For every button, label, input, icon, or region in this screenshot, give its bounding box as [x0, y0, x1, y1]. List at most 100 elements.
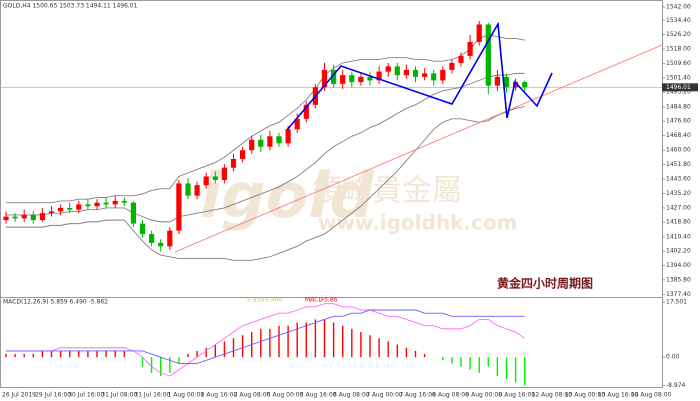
- y-tick-label: 17.501: [666, 299, 687, 306]
- x-tick-label: 31 Jul 08:00: [101, 392, 137, 399]
- candle-body: [76, 204, 82, 210]
- candle-body: [221, 167, 227, 180]
- x-tick-label: 13 Aug 00:00: [565, 392, 606, 399]
- candle-body: [139, 223, 146, 235]
- candle-body: [285, 129, 291, 144]
- candle-body: [167, 230, 173, 247]
- x-tick-label: 7 Aug 16:00: [399, 392, 436, 399]
- y-tick-label: 1402.20: [666, 248, 691, 255]
- x-tick-label: 29 Jul 16:00: [35, 392, 71, 399]
- watermark-name: 領峰貴金屬: [312, 174, 462, 209]
- x-tick-label: 1 Aug 16:00: [201, 392, 238, 399]
- candle-body: [449, 62, 455, 70]
- watermark-brand: igold: [200, 159, 374, 232]
- y-tick-label: 1451.80: [666, 161, 691, 168]
- y-tick-label: 1518.00: [666, 45, 691, 52]
- candle-body: [349, 75, 355, 83]
- signal-line: [6, 309, 525, 364]
- x-tick-label: 6 Aug 08:00: [333, 392, 370, 399]
- x-tick-label: 30 Jul 16:00: [68, 392, 104, 399]
- candle-body: [67, 207, 73, 210]
- candle-body: [112, 200, 118, 205]
- y-tick-label: 1526.20: [666, 31, 691, 38]
- watermark-url: www.igoldhk.com: [318, 211, 517, 235]
- pattern-line: [286, 21, 553, 131]
- y-tick-label: 1443.60: [666, 175, 691, 182]
- y-tick-label: 1501.40: [666, 74, 691, 81]
- candle-body: [394, 66, 400, 76]
- y-tick-label: 1542.00: [666, 3, 691, 10]
- candle-body: [185, 183, 191, 196]
- y-tick-label: 1468.40: [666, 132, 691, 139]
- band-line: [6, 34, 525, 204]
- y-tick-label: 1427.00: [666, 204, 691, 211]
- macd-value-label: 5.859: [247, 297, 264, 304]
- candle-body: [103, 202, 109, 205]
- candle-body: [94, 202, 100, 207]
- y-tick-label: 1460.00: [666, 147, 691, 154]
- candle-body: [194, 185, 200, 196]
- candle-body: [176, 183, 182, 231]
- candle-body: [431, 73, 437, 81]
- annotation: 黄金四小时周期图: [497, 276, 593, 291]
- candle-body: [503, 76, 510, 88]
- candle-body: [121, 200, 127, 203]
- candle-body: [467, 41, 473, 56]
- candle-body: [422, 73, 428, 77]
- y-tick-label: 1394.00: [666, 262, 691, 269]
- last-price-label: 1496.01: [666, 84, 691, 91]
- candle-body: [130, 202, 136, 224]
- x-tick-label: 12 Aug 08:00: [532, 392, 573, 399]
- candle-body: [340, 75, 346, 84]
- candle-body: [267, 136, 273, 147]
- watermark: igold 領峰貴金屬 www.igoldhk.com: [200, 159, 517, 234]
- y-tick-label: 1385.80: [666, 276, 691, 283]
- candle-body: [276, 136, 282, 144]
- x-tick-label: 31 Jul 16:00: [134, 392, 170, 399]
- macd-title: MACD(12,26,9) 5.859 6.490 -5.862: [3, 299, 108, 306]
- x-tick-label: 14 Aug 08:00: [631, 392, 672, 399]
- candle-body: [412, 69, 419, 77]
- macd-value-label: -5.86: [322, 297, 338, 304]
- candle-body: [21, 214, 27, 219]
- candle-body: [3, 216, 9, 221]
- candle-body: [258, 139, 264, 147]
- x-tick-label: 5 Aug 00:00: [267, 392, 304, 399]
- candle-body: [458, 55, 464, 63]
- candle-body: [249, 139, 255, 151]
- candle-body: [240, 150, 246, 159]
- band-line: [6, 106, 525, 261]
- x-tick-label: 5 Aug 16:00: [300, 392, 337, 399]
- y-tick-label: 1410.40: [666, 233, 691, 240]
- x-tick-label: 13 Aug 16:00: [598, 392, 639, 399]
- x-tick-label: 9 Aug 00:00: [465, 392, 502, 399]
- candle-body: [303, 104, 309, 119]
- candle-body: [149, 234, 155, 243]
- y-tick-label: 1418.80: [666, 219, 691, 226]
- candle-body: [513, 82, 519, 88]
- x-tick-label: 9 Aug 16:00: [499, 392, 536, 399]
- x-tick-label: 8 Aug 08:00: [432, 392, 469, 399]
- candle-body: [85, 204, 91, 207]
- x-tick-label: 1 Aug 00:00: [168, 392, 205, 399]
- candle-body: [403, 69, 409, 76]
- candle-body: [494, 76, 500, 86]
- candle-body: [476, 24, 482, 42]
- x-tick-label: 7 Aug 00:00: [366, 392, 403, 399]
- band-line: [6, 72, 525, 223]
- y-tick-label: 1534.40: [666, 17, 691, 24]
- candle-body: [385, 66, 391, 72]
- y-tick-label: 1435.20: [666, 190, 691, 197]
- candle-body: [158, 242, 164, 247]
- candle-body: [294, 118, 300, 130]
- trend-line: [174, 44, 663, 253]
- y-tick-label: 1484.80: [666, 103, 691, 110]
- y-tick-label: 0.00: [666, 354, 680, 361]
- candle-body: [376, 71, 382, 81]
- y-tick-label: 1377.40: [666, 291, 691, 298]
- macd-value-label: MACD: [305, 297, 323, 304]
- chart-title: GOLD,H4 1500.65 1503.73 1494.11 1496.01: [3, 3, 138, 10]
- candle-body: [522, 82, 528, 88]
- candle-body: [230, 158, 237, 168]
- candle-body: [440, 69, 446, 81]
